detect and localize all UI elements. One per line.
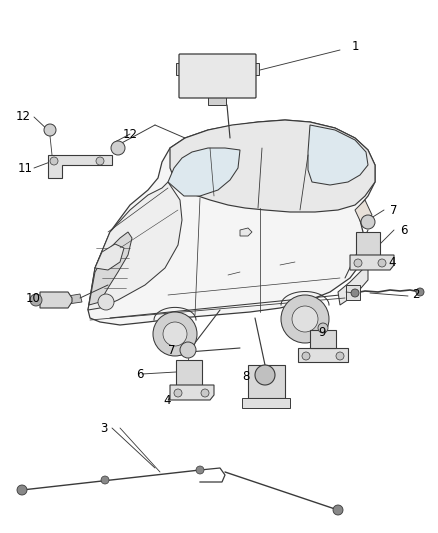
Text: 11: 11 [18,161,33,174]
Circle shape [378,259,386,267]
Polygon shape [346,285,360,300]
Text: 3: 3 [100,422,107,434]
Circle shape [361,215,375,229]
Circle shape [263,373,267,377]
Circle shape [101,476,109,484]
Circle shape [98,294,114,310]
Circle shape [259,369,271,381]
Circle shape [30,294,42,306]
Circle shape [302,352,310,360]
Polygon shape [308,125,368,185]
Circle shape [196,466,204,474]
Text: 6: 6 [400,224,407,238]
Circle shape [354,259,362,267]
Polygon shape [255,63,259,75]
Circle shape [115,145,121,151]
Circle shape [365,219,371,225]
Circle shape [255,365,275,385]
Polygon shape [240,228,252,236]
Polygon shape [356,232,380,255]
Circle shape [318,323,328,333]
Polygon shape [95,244,124,270]
Polygon shape [350,255,394,270]
Circle shape [44,124,56,136]
Text: 9: 9 [318,326,325,338]
Circle shape [351,289,359,297]
Polygon shape [355,200,372,225]
Circle shape [153,312,197,356]
Polygon shape [68,294,82,304]
FancyBboxPatch shape [179,54,256,98]
Circle shape [174,389,182,397]
Polygon shape [208,97,226,105]
Polygon shape [88,182,182,310]
Circle shape [201,389,209,397]
Text: 1: 1 [352,41,360,53]
Circle shape [336,352,344,360]
Text: 6: 6 [136,368,144,382]
Polygon shape [89,232,132,305]
Text: 2: 2 [412,288,420,302]
Polygon shape [176,63,180,75]
Polygon shape [338,265,368,305]
Circle shape [292,306,318,332]
Circle shape [163,322,187,346]
Circle shape [281,295,329,343]
Polygon shape [88,120,375,325]
Circle shape [17,485,27,495]
Circle shape [180,342,196,358]
Text: 7: 7 [390,204,398,216]
Text: 12: 12 [16,110,31,124]
Polygon shape [168,148,240,196]
Text: 8: 8 [242,369,249,383]
Circle shape [333,505,343,515]
Polygon shape [310,330,336,348]
Text: 4: 4 [388,256,396,270]
Polygon shape [48,155,112,178]
Circle shape [184,346,192,354]
Polygon shape [170,120,375,212]
Circle shape [96,157,104,165]
Circle shape [50,157,58,165]
Polygon shape [170,385,214,400]
Text: 12: 12 [123,127,138,141]
Polygon shape [242,398,290,408]
Polygon shape [40,292,72,308]
Polygon shape [298,348,348,362]
Polygon shape [176,360,202,385]
Text: 7: 7 [168,343,176,357]
Circle shape [111,141,125,155]
Circle shape [416,288,424,296]
Polygon shape [248,365,285,398]
Text: 10: 10 [26,293,41,305]
Text: 4: 4 [163,393,170,407]
